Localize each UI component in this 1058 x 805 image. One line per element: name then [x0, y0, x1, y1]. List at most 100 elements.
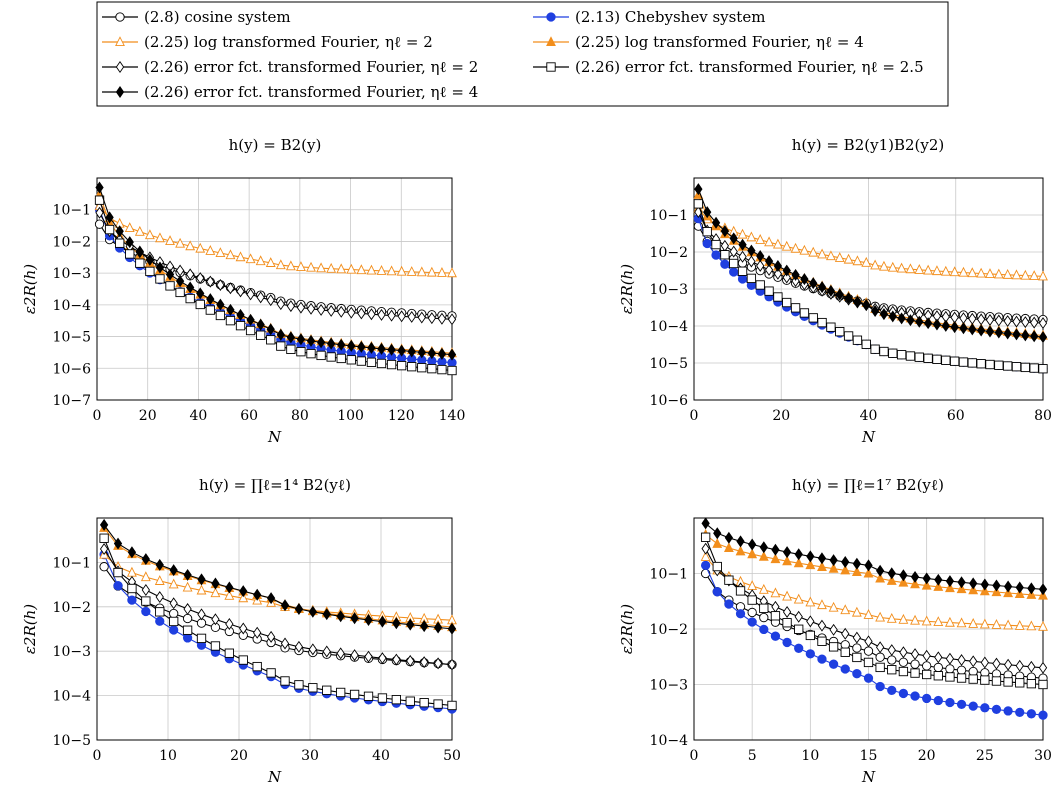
data-point [770, 611, 781, 621]
data-point [969, 655, 978, 668]
data-point [957, 576, 966, 589]
data-point [216, 278, 225, 291]
data-point [155, 274, 165, 284]
x-axis-label: N [267, 428, 282, 446]
data-point [808, 313, 818, 323]
data-point [296, 347, 306, 357]
y-tick-label: 10−4 [650, 319, 689, 335]
data-point [782, 271, 791, 284]
data-point [125, 236, 134, 249]
data-point [366, 357, 377, 367]
data-point [1003, 327, 1012, 340]
data-point [280, 637, 290, 650]
data-point [99, 518, 109, 531]
data-point [922, 649, 931, 662]
data-point [809, 277, 818, 290]
data-point [794, 643, 804, 653]
x-tick-label: 15 [860, 748, 878, 764]
data-point [1027, 660, 1036, 673]
data-point [386, 265, 397, 276]
data-point [183, 603, 192, 616]
y-tick-label: 10−4 [650, 733, 689, 749]
data-point [1029, 363, 1039, 373]
data-point [794, 610, 803, 623]
data-point [433, 657, 443, 670]
data-point [197, 608, 206, 621]
data-point [280, 599, 290, 612]
data-point [155, 591, 164, 604]
data-point [275, 259, 286, 270]
data-point [771, 543, 780, 556]
data-point [817, 248, 828, 259]
data-point [843, 253, 854, 264]
data-point [852, 255, 863, 266]
data-point [169, 564, 178, 577]
data-point [308, 683, 318, 693]
data-point [748, 538, 757, 551]
data-point [771, 600, 780, 613]
data-point [835, 327, 845, 337]
series-cheb [99, 549, 457, 714]
data-point [933, 662, 943, 673]
y-tick-label: 10−5 [53, 330, 91, 346]
data-point [956, 583, 967, 594]
y-tick-label: 10−3 [53, 266, 91, 282]
data-point [1026, 620, 1037, 631]
data-point [447, 622, 457, 635]
data-point [735, 545, 746, 556]
data-point [1003, 580, 1013, 593]
data-point [326, 352, 336, 362]
data-point [747, 548, 758, 559]
data-point [391, 694, 401, 705]
data-point [356, 264, 367, 275]
data-point [196, 584, 207, 595]
data-point [406, 654, 415, 667]
data-point [980, 578, 989, 591]
data-point [922, 572, 931, 585]
data-point [127, 546, 137, 559]
data-point [1015, 659, 1024, 672]
data-point [910, 578, 920, 589]
x-tick-label: 0 [93, 408, 102, 424]
data-point [887, 567, 896, 580]
y-tick-label: 10−1 [650, 567, 688, 583]
series-line [697, 211, 1044, 324]
data-point [280, 676, 290, 686]
data-point [1038, 679, 1048, 690]
data-point [950, 321, 959, 334]
data-point [980, 703, 990, 713]
data-point [923, 353, 933, 363]
data-point [703, 206, 712, 219]
series-line [103, 554, 453, 710]
data-point [759, 624, 769, 635]
data-point [991, 704, 1002, 715]
data-point [387, 309, 396, 322]
data-point [1038, 661, 1048, 674]
data-point [956, 673, 967, 683]
data-point [165, 281, 175, 291]
x-tick-label: 40 [190, 408, 208, 424]
data-point [306, 261, 316, 272]
data-point [887, 655, 897, 665]
data-point [879, 346, 889, 357]
data-point [701, 542, 710, 555]
data-point [945, 616, 955, 627]
data-point [980, 656, 989, 669]
data-point [246, 288, 255, 301]
data-point [1003, 706, 1013, 716]
data-point [336, 610, 345, 623]
data-point [175, 237, 186, 248]
data-point [826, 322, 836, 332]
data-point [764, 255, 774, 268]
data-point [134, 225, 145, 236]
data-point [851, 606, 862, 617]
legend-marker [115, 61, 125, 73]
data-point [701, 517, 710, 530]
data-point [322, 645, 331, 658]
data-point [1015, 678, 1025, 688]
data-point [196, 287, 205, 300]
data-point [852, 652, 862, 663]
data-point [729, 245, 738, 258]
data-point [433, 699, 443, 709]
data-point [758, 550, 769, 561]
